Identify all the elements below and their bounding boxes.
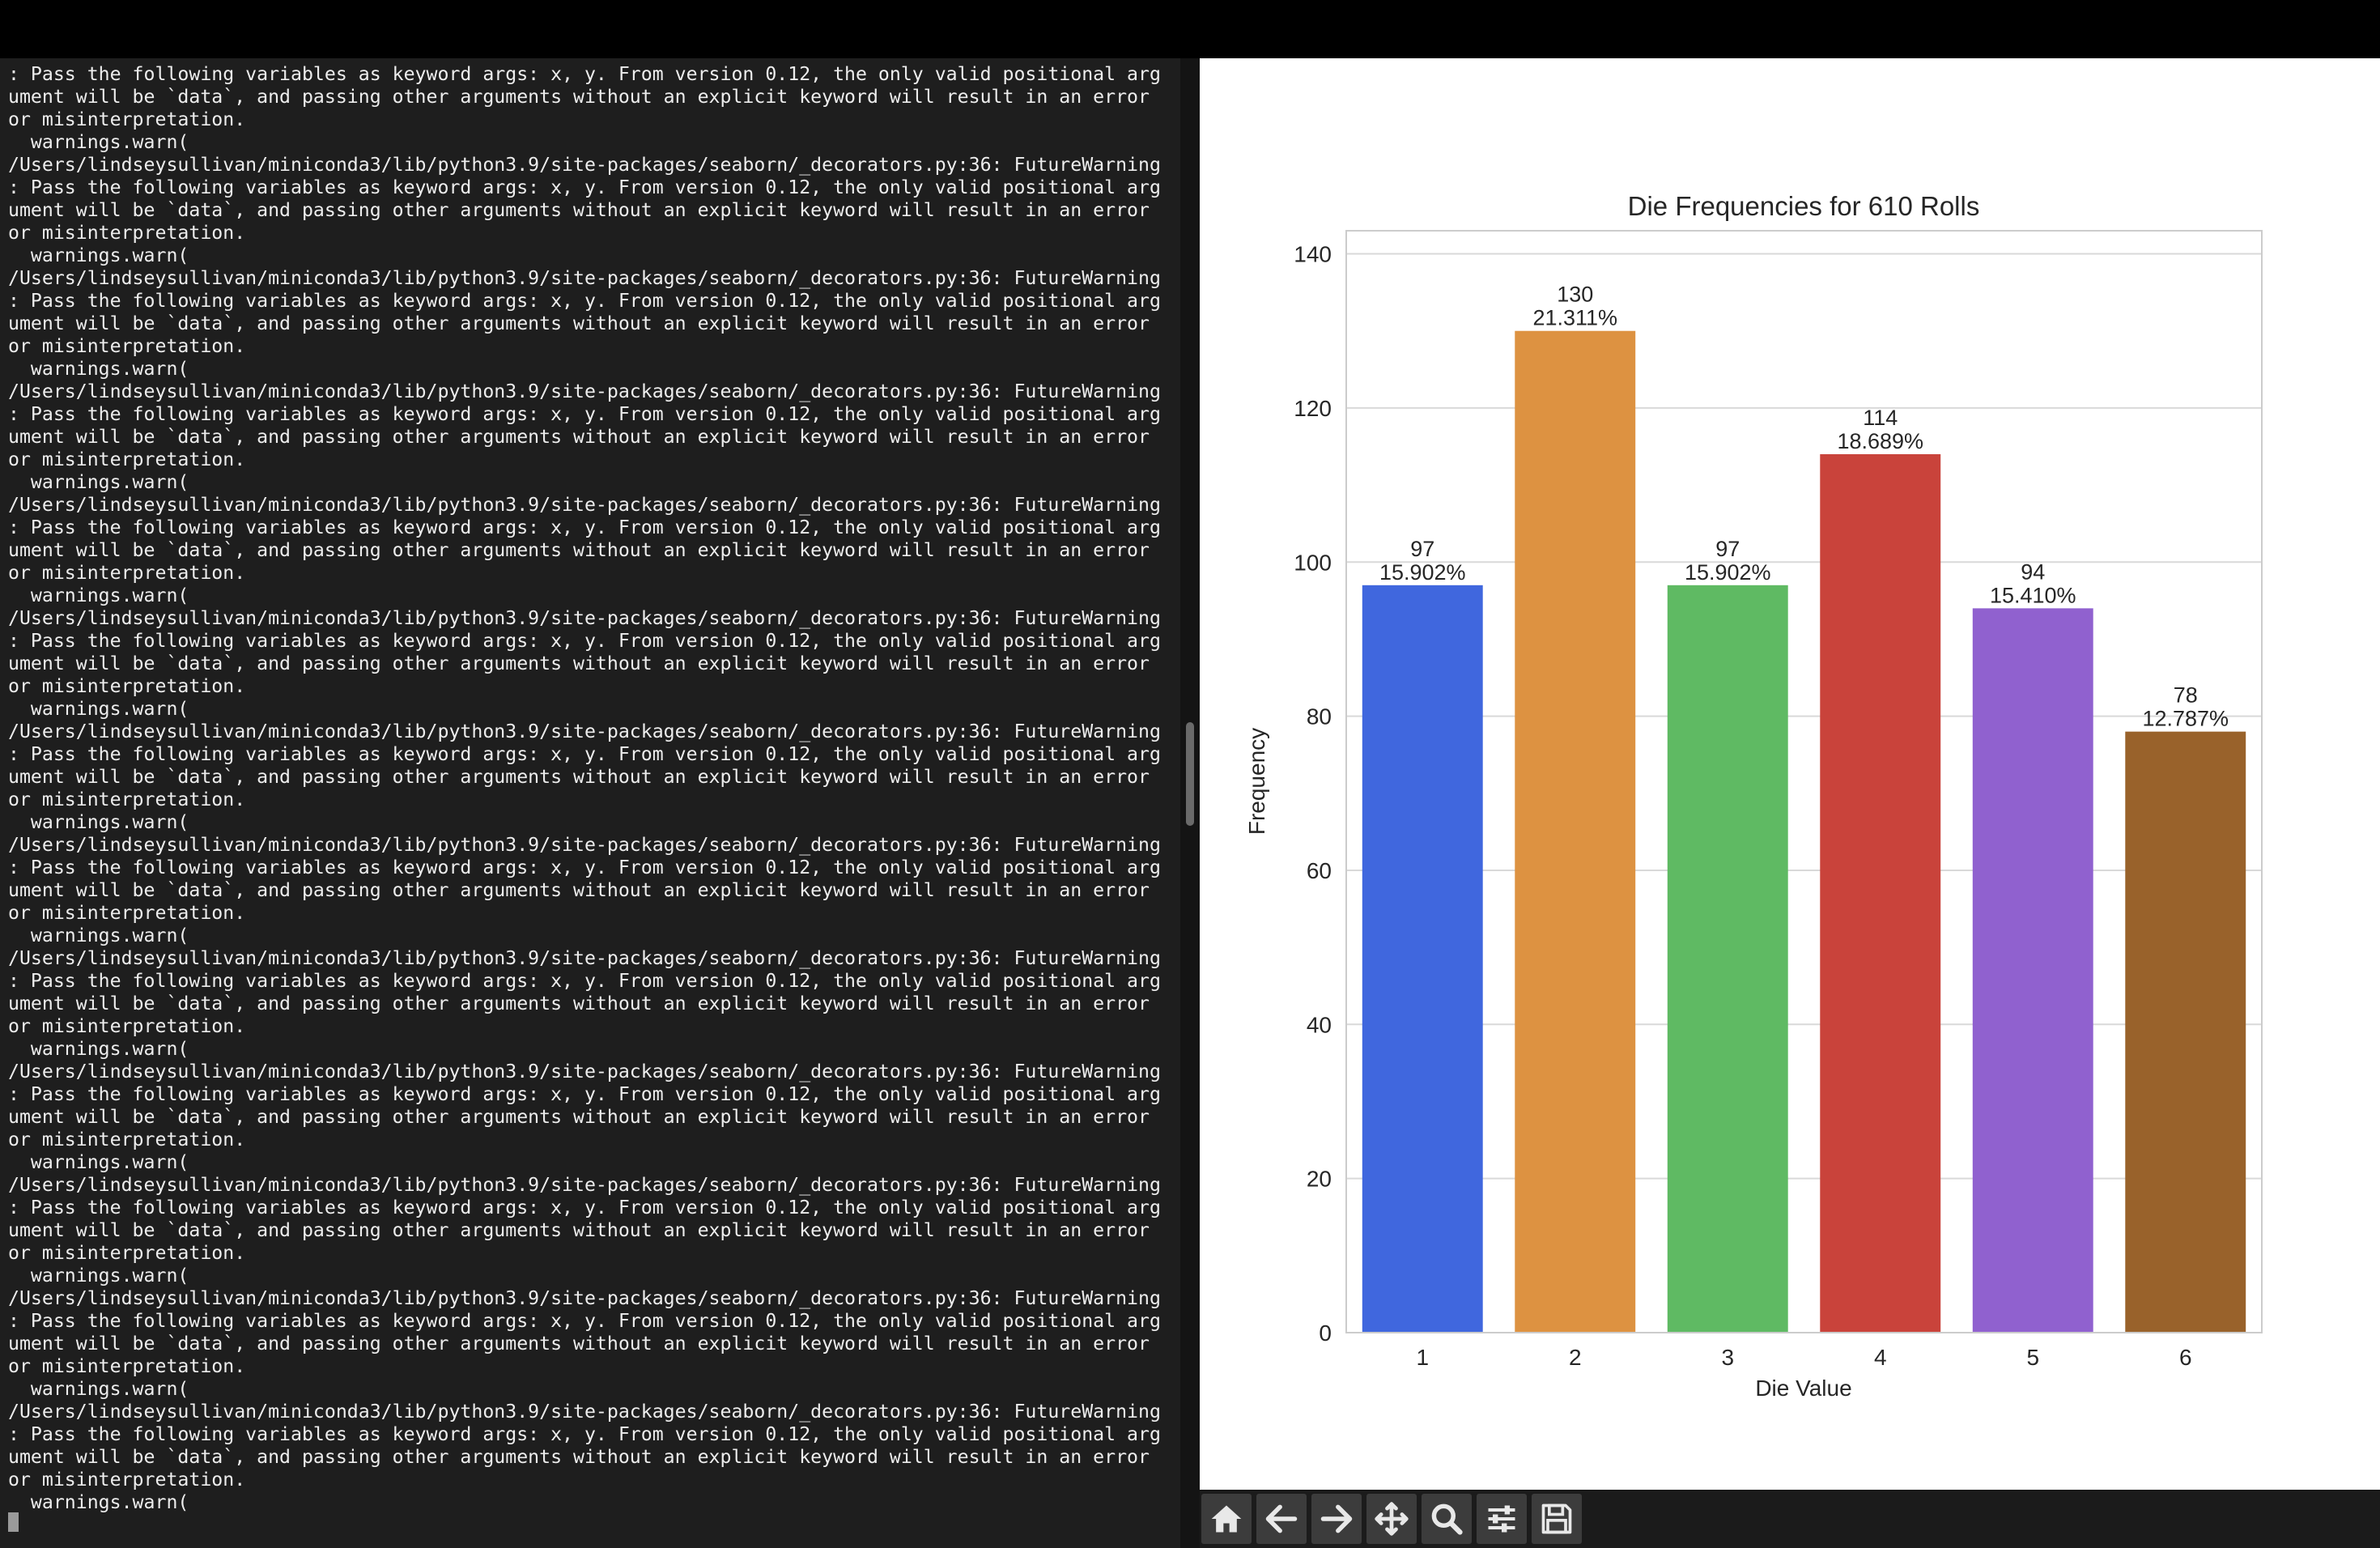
bars	[1362, 330, 2246, 1333]
y-axis-label: Frequency	[1244, 728, 1269, 835]
bar-labels: 9715.902%13021.311%9715.902%11418.689%94…	[1379, 283, 2229, 731]
bar	[1515, 330, 1636, 1333]
x-tick-labels: 1 2 3 4 5 6	[1416, 1345, 2191, 1370]
floppy-disk-icon	[1541, 1503, 1572, 1534]
magnifier-icon	[1431, 1503, 1463, 1535]
y-tick-label: 0	[1319, 1320, 1332, 1346]
terminal-scrollbar[interactable]	[1186, 722, 1194, 826]
bar-value-label: 130	[1557, 283, 1593, 307]
bar-percent-label: 15.410%	[1990, 583, 2076, 607]
home-button[interactable]	[1201, 1494, 1252, 1544]
bar	[1972, 608, 2093, 1333]
arrow-right-icon	[1320, 1504, 1353, 1533]
terminal-cursor	[8, 1512, 19, 1532]
zoom-button[interactable]	[1422, 1494, 1472, 1544]
back-button[interactable]	[1256, 1494, 1307, 1544]
plot-frame	[1345, 230, 2263, 1333]
x-axis-label: Die Value	[1755, 1376, 1851, 1401]
top-bar	[0, 0, 2380, 58]
y-tick-label: 100	[1294, 550, 1332, 575]
grid-lines	[1346, 253, 2262, 1333]
bar-percent-label: 18.689%	[1837, 429, 1923, 453]
y-tick-label: 80	[1307, 704, 1332, 729]
bar-percent-label: 21.311%	[1532, 306, 1617, 330]
x-tick-label: 4	[1874, 1345, 1887, 1370]
bar-chart: 9715.902%13021.311%9715.902%11418.689%94…	[1244, 191, 2263, 1401]
x-tick-label: 6	[2179, 1345, 2192, 1370]
arrow-left-icon	[1265, 1504, 1298, 1533]
bar	[2125, 731, 2246, 1333]
x-tick-label: 3	[1721, 1345, 1734, 1370]
y-tick-label: 20	[1307, 1167, 1332, 1192]
y-tick-labels: 0 20 40 60 80 100 120 140	[1294, 242, 1332, 1346]
bar	[1362, 585, 1483, 1333]
bar	[1667, 585, 1788, 1333]
pan-button[interactable]	[1366, 1494, 1417, 1544]
bar-value-label: 78	[2174, 683, 2198, 708]
bar-value-label: 114	[1863, 406, 1898, 430]
bar-percent-label: 15.902%	[1685, 560, 1771, 585]
bar	[1820, 454, 1941, 1333]
y-tick-label: 140	[1294, 242, 1332, 267]
x-tick-label: 2	[1569, 1345, 1582, 1370]
terminal-pane[interactable]: : Pass the following variables as keywor…	[0, 58, 1180, 1548]
bar-percent-label: 12.787%	[2142, 707, 2229, 731]
move-icon	[1375, 1502, 1409, 1536]
bar-value-label: 97	[1715, 537, 1740, 561]
figure-window: 97 15.902% 130 21.311% 97 15.902% 114 18.689% 94…	[1200, 58, 2380, 1490]
y-tick-label: 120	[1294, 396, 1332, 421]
save-button[interactable]	[1532, 1494, 1582, 1544]
home-icon	[1211, 1505, 1242, 1533]
chart-title: Die Frequencies for 610 Rolls	[1628, 191, 1980, 221]
bar-percent-label: 15.902%	[1379, 560, 1466, 585]
configure-subplots-button[interactable]	[1477, 1494, 1527, 1544]
bar-value-label: 94	[2021, 559, 2045, 584]
terminal-output: : Pass the following variables as keywor…	[8, 63, 1161, 1513]
x-tick-label: 5	[2026, 1345, 2039, 1370]
figure-toolbar	[1200, 1490, 2380, 1548]
y-tick-label: 40	[1307, 1012, 1332, 1037]
bar-value-label: 97	[1410, 537, 1434, 561]
forward-button[interactable]	[1311, 1494, 1362, 1544]
x-tick-label: 1	[1416, 1345, 1429, 1370]
y-tick-label: 60	[1307, 858, 1332, 883]
sliders-icon	[1488, 1505, 1515, 1533]
